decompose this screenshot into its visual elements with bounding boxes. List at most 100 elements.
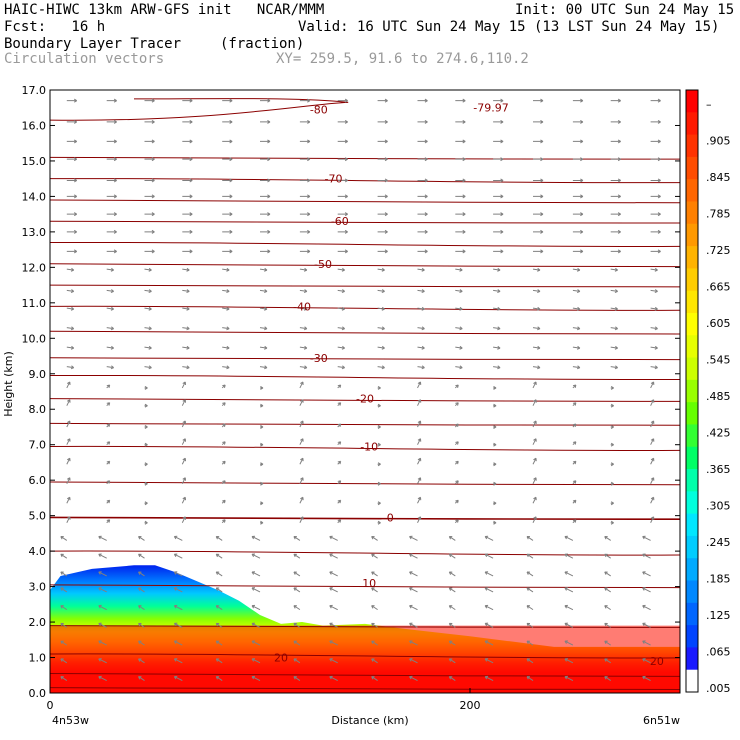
circulation-vector [60,676,68,682]
isotherm-line [50,422,680,426]
circulation-vector [455,306,463,311]
field-units: (fraction) [220,36,305,52]
circulation-vector [604,658,611,664]
circulation-vector [337,119,348,124]
circulation-vector [260,501,264,506]
circulation-vector [526,571,534,577]
circulation-vector [260,178,271,183]
circulation-vector [417,98,428,103]
circulation-vector [144,326,152,331]
circulation-vector [417,365,425,370]
isotherm-label: 0 [387,511,394,524]
colorbar-swatch [686,335,698,359]
circulation-vector [251,675,261,682]
circulation-vector [377,442,381,447]
circulation-vector [417,326,425,331]
circulation-vector [610,424,614,429]
circulation-vector [371,622,378,628]
circulation-vector [417,477,422,484]
circulation-vector [604,605,611,611]
circulation-vector [66,399,71,406]
circulation-vector [138,658,145,664]
circulation-vector [260,403,264,408]
circulation-vector [650,326,658,331]
circulation-vector [259,326,268,331]
circulation-vector [572,441,577,446]
circulation-vector [260,229,271,234]
circulation-vector [337,249,348,254]
circulation-vector [417,496,422,504]
circulation-vector [533,178,544,183]
isotherm-label: 20 [650,655,664,668]
circulation-vector [138,605,145,611]
circulation-vector [610,267,619,272]
circulation-vector [572,345,581,350]
circulation-vector [417,119,428,124]
circulation-vector [484,587,494,593]
circulation-vector [493,212,504,217]
circulation-vector [98,535,107,541]
circulation-vector [572,157,584,162]
circulation-vector [493,481,497,486]
circulation-vector [299,194,311,199]
circulation-vector [337,267,346,272]
circulation-vector [377,139,388,144]
circulation-vector [572,499,577,504]
circulation-vector [144,119,155,124]
circulation-vector [222,212,233,217]
circulation-vector [66,496,71,504]
circulation-vector [493,306,501,311]
x-left-end-label: 4n53w [52,714,89,727]
circulation-vector [106,119,117,124]
circulation-vector [293,676,301,682]
circulation-vector [337,402,342,407]
circulation-vector [337,384,342,389]
circulation-vector [455,98,466,103]
colorbar-swatch [686,402,698,425]
circulation-vector [377,385,381,390]
circulation-vector [455,345,463,350]
circulation-vector [650,306,658,311]
circulation-vector [173,553,183,559]
circulation-vector [526,553,534,559]
colorbar-swatch [686,513,698,537]
circulation-vector [417,139,428,144]
circulation-vector [181,420,187,428]
circulation-vector [377,481,381,486]
circulation-vector [106,519,111,524]
isotherm-label: -30 [310,352,328,365]
circulation-vector [337,98,348,103]
circulation-vector [144,520,148,525]
circulation-vector [604,571,611,577]
circulation-vector [106,267,115,272]
circulation-vector [417,178,428,183]
circulation-vector [572,519,577,524]
circulation-vector [572,139,584,144]
circulation-vector [215,571,223,577]
circulation-vector [650,267,658,272]
circulation-vector [564,553,574,559]
circulation-vector [60,640,68,646]
colorbar-swatch [686,268,698,292]
colorbar-swatch [686,491,698,515]
circulation-vector [144,365,152,370]
circulation-vector [610,194,621,199]
circulation-vector [329,640,338,646]
circulation-vector [604,640,611,646]
circulation-vector [377,520,381,525]
y-tick-label: 3.0 [29,581,47,594]
circulation-vector [293,622,301,628]
circulation-vector [417,289,425,294]
circulation-vector [448,571,456,577]
circulation-vector [532,477,537,484]
colorbar-swatch [686,134,698,158]
colorbar-swatch [686,669,698,693]
circulation-vector [260,385,264,390]
circulation-vector [106,402,111,407]
circulation-vector [650,345,658,350]
circulation-vector [650,365,658,370]
colorbar-label: .605 [706,317,731,330]
circulation-vector [564,640,574,646]
colorbar-swatch [686,90,698,113]
circulation-vector [455,157,466,162]
